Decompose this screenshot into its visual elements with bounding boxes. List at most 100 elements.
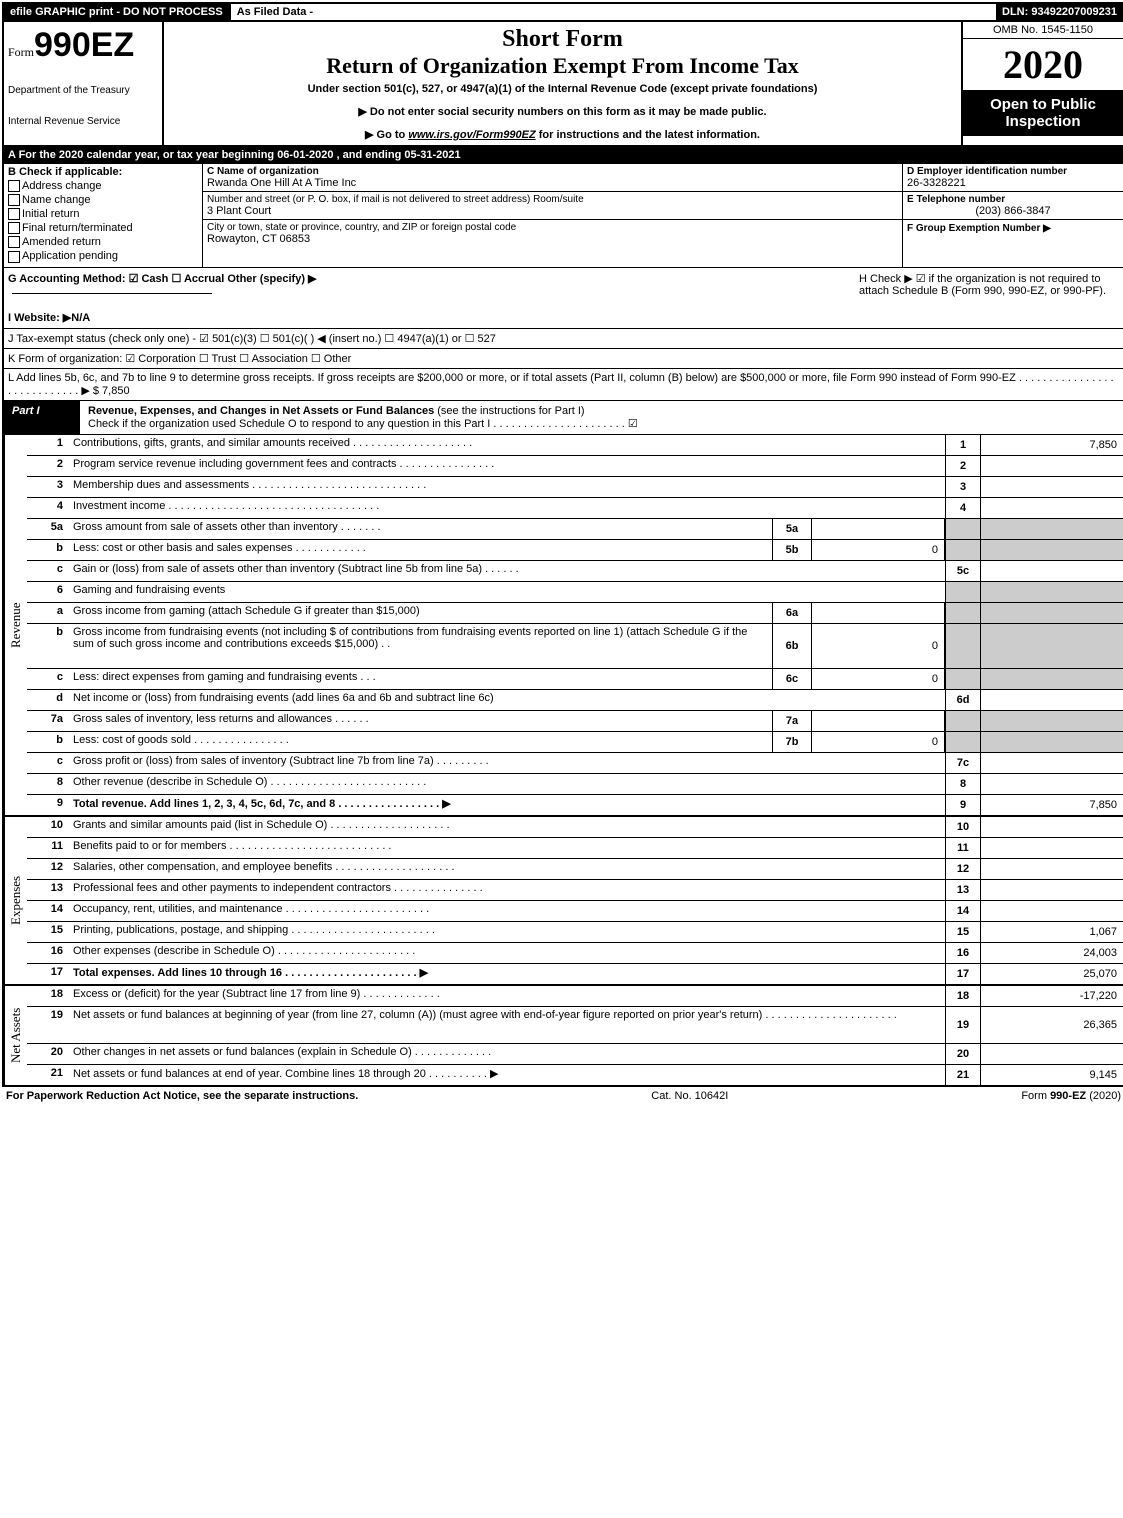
city-label: City or town, state or province, country… xyxy=(207,222,898,233)
line-9: 9 Total revenue. Add lines 1, 2, 3, 4, 5… xyxy=(27,795,1123,815)
revenue-table: Revenue 1 Contributions, gifts, grants, … xyxy=(2,435,1123,817)
goto-pre: ▶ Go to xyxy=(365,129,408,141)
expenses-side-label: Expenses xyxy=(4,817,27,984)
line-7a: 7a Gross sales of inventory, less return… xyxy=(27,711,1123,732)
addr-label: Number and street (or P. O. box, if mail… xyxy=(207,194,898,205)
goto-line: ▶ Go to www.irs.gov/Form990EZ for instru… xyxy=(172,128,953,141)
line-18: 18 Excess or (deficit) for the year (Sub… xyxy=(27,986,1123,1007)
tax-year: 2020 xyxy=(963,39,1123,90)
line-5b: b Less: cost or other basis and sales ex… xyxy=(27,540,1123,561)
row-gh: G Accounting Method: ☑ Cash ☐ Accrual Ot… xyxy=(2,268,1123,329)
form-number: Form990EZ xyxy=(8,26,158,65)
website-row: I Website: ▶N/A xyxy=(8,311,851,324)
form-header: Form990EZ Department of the Treasury Int… xyxy=(2,22,1123,147)
line-6d: d Net income or (loss) from fundraising … xyxy=(27,690,1123,711)
f-label: F Group Exemption Number ▶ xyxy=(907,223,1051,234)
efile-banner: efile GRAPHIC print - DO NOT PROCESS xyxy=(4,4,229,20)
b-title: B Check if applicable: xyxy=(8,166,198,178)
group-exemption-cell: F Group Exemption Number ▶ xyxy=(903,220,1123,236)
revenue-side-label: Revenue xyxy=(4,435,27,815)
chk-pending[interactable]: Application pending xyxy=(8,250,198,262)
chk-address[interactable]: Address change xyxy=(8,180,198,192)
goto-link[interactable]: www.irs.gov/Form990EZ xyxy=(408,129,535,141)
part-1-title: Revenue, Expenses, and Changes in Net As… xyxy=(80,401,1123,434)
line-5a: 5a Gross amount from sale of assets othe… xyxy=(27,519,1123,540)
form-ref: Form 990-EZ (2020) xyxy=(1021,1090,1121,1102)
line-21: 21 Net assets or fund balances at end of… xyxy=(27,1065,1123,1085)
line-6b: b Gross income from fundraising events (… xyxy=(27,624,1123,669)
line-2: 2 Program service revenue including gove… xyxy=(27,456,1123,477)
open-public: Open to Public Inspection xyxy=(963,90,1123,136)
as-filed-label: As Filed Data - xyxy=(229,4,319,20)
chk-initial[interactable]: Initial return xyxy=(8,208,198,220)
ein-cell: D Employer identification number 26-3328… xyxy=(903,164,1123,192)
header-center: Short Form Return of Organization Exempt… xyxy=(164,22,961,145)
netassets-side-label: Net Assets xyxy=(4,986,27,1085)
ein: 26-3328221 xyxy=(907,177,1119,189)
line-8: 8 Other revenue (describe in Schedule O)… xyxy=(27,774,1123,795)
check-if-applicable: B Check if applicable: Address change Na… xyxy=(4,164,202,267)
netassets-body: 18 Excess or (deficit) for the year (Sub… xyxy=(27,986,1123,1085)
revenue-body: 1 Contributions, gifts, grants, and simi… xyxy=(27,435,1123,815)
org-name-cell: C Name of organization Rwanda One Hill A… xyxy=(203,164,902,192)
line-7c: c Gross profit or (loss) from sales of i… xyxy=(27,753,1123,774)
goto-post: for instructions and the latest informat… xyxy=(536,129,760,141)
line-5c: c Gain or (loss) from sale of assets oth… xyxy=(27,561,1123,582)
part-1-label: Part I xyxy=(4,401,80,434)
org-addr-cell: Number and street (or P. O. box, if mail… xyxy=(203,192,902,220)
phone: (203) 866-3847 xyxy=(907,205,1119,217)
org-name: Rwanda One Hill At A Time Inc xyxy=(207,177,898,189)
line-3: 3 Membership dues and assessments . . . … xyxy=(27,477,1123,498)
c-label: C Name of organization xyxy=(207,166,898,177)
org-info: C Name of organization Rwanda One Hill A… xyxy=(202,164,903,267)
part-1-title-text: Revenue, Expenses, and Changes in Net As… xyxy=(88,405,434,417)
line-1: 1 Contributions, gifts, grants, and simi… xyxy=(27,435,1123,456)
row-a-period: A For the 2020 calendar year, or tax yea… xyxy=(2,147,1123,164)
right-info: D Employer identification number 26-3328… xyxy=(903,164,1123,267)
form-num: 990EZ xyxy=(34,26,134,64)
omb-number: OMB No. 1545-1150 xyxy=(963,22,1123,39)
line-6c: c Less: direct expenses from gaming and … xyxy=(27,669,1123,690)
ssn-warning: ▶ Do not enter social security numbers o… xyxy=(172,105,953,118)
g-text: G Accounting Method: ☑ Cash ☐ Accrual Ot… xyxy=(8,272,851,285)
org-addr: 3 Plant Court xyxy=(207,205,898,217)
accounting-method: G Accounting Method: ☑ Cash ☐ Accrual Ot… xyxy=(4,268,855,328)
line-14: 14 Occupancy, rent, utilities, and maint… xyxy=(27,901,1123,922)
chk-final[interactable]: Final return/terminated xyxy=(8,222,198,234)
expenses-table: Expenses 10 Grants and similar amounts p… xyxy=(2,817,1123,986)
e-label: E Telephone number xyxy=(907,194,1119,205)
header-left: Form990EZ Department of the Treasury Int… xyxy=(4,22,164,145)
cat-no: Cat. No. 10642I xyxy=(651,1090,728,1102)
expenses-body: 10 Grants and similar amounts paid (list… xyxy=(27,817,1123,984)
dept-treasury: Department of the Treasury xyxy=(8,85,158,96)
line-17: 17 Total expenses. Add lines 10 through … xyxy=(27,964,1123,984)
row-j: J Tax-exempt status (check only one) - ☑… xyxy=(2,329,1123,349)
org-city: Rowayton, CT 06853 xyxy=(207,233,898,245)
line-12: 12 Salaries, other compensation, and emp… xyxy=(27,859,1123,880)
short-form-title: Short Form xyxy=(172,26,953,53)
line-11: 11 Benefits paid to or for members . . .… xyxy=(27,838,1123,859)
d-label: D Employer identification number xyxy=(907,166,1119,177)
row-l: L Add lines 5b, 6c, and 7b to line 9 to … xyxy=(2,369,1123,401)
top-bar: efile GRAPHIC print - DO NOT PROCESS As … xyxy=(2,2,1123,22)
line-15: 15 Printing, publications, postage, and … xyxy=(27,922,1123,943)
header-right: OMB No. 1545-1150 2020 Open to Public In… xyxy=(961,22,1123,145)
phone-cell: E Telephone number (203) 866-3847 xyxy=(903,192,1123,220)
line-19: 19 Net assets or fund balances at beginn… xyxy=(27,1007,1123,1044)
line-6a: a Gross income from gaming (attach Sched… xyxy=(27,603,1123,624)
under-section: Under section 501(c), 527, or 4947(a)(1)… xyxy=(172,83,953,95)
line-13: 13 Professional fees and other payments … xyxy=(27,880,1123,901)
chk-name[interactable]: Name change xyxy=(8,194,198,206)
dln-label: DLN: 93492207009231 xyxy=(996,4,1123,20)
form-prefix: Form xyxy=(8,45,34,59)
irs-label: Internal Revenue Service xyxy=(8,116,158,127)
netassets-table: Net Assets 18 Excess or (deficit) for th… xyxy=(2,986,1123,1087)
return-title: Return of Organization Exempt From Incom… xyxy=(172,53,953,79)
line-10: 10 Grants and similar amounts paid (list… xyxy=(27,817,1123,838)
part-1-sub: (see the instructions for Part I) xyxy=(434,405,584,417)
part-1-check: Check if the organization used Schedule … xyxy=(88,417,1115,430)
spacer xyxy=(319,4,996,20)
chk-amended[interactable]: Amended return xyxy=(8,236,198,248)
h-check: H Check ▶ ☑ if the organization is not r… xyxy=(855,268,1123,328)
row-k: K Form of organization: ☑ Corporation ☐ … xyxy=(2,349,1123,369)
